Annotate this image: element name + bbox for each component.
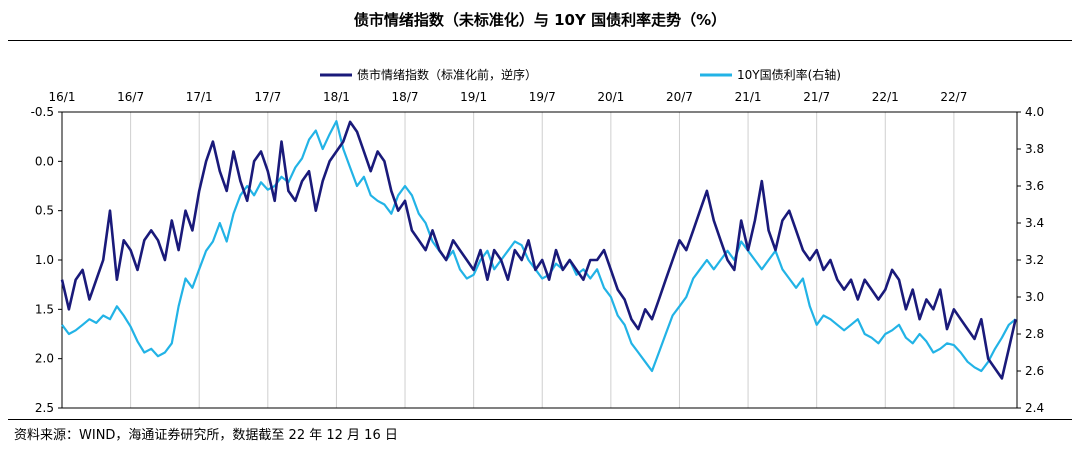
left-tick-label: 0.0 (35, 154, 54, 168)
right-tick-label: 2.6 (1025, 364, 1044, 378)
left-axis-ticks: -0.5 0.0 0.5 1.0 1.5 2.0 2.5 (31, 105, 62, 415)
legend-label-sentiment: 债市情绪指数（标准化前，逆序） (357, 67, 537, 82)
right-tick-label: 3.2 (1025, 253, 1044, 267)
left-tick-label: -0.5 (31, 105, 54, 119)
title-divider (8, 40, 1072, 41)
right-tick-label: 3.8 (1025, 142, 1044, 156)
x-tick-label: 21/1 (735, 90, 762, 104)
x-tick-label: 20/7 (666, 90, 693, 104)
series-lines (60, 120, 1017, 380)
footer-divider (8, 419, 1072, 420)
x-tick-label: 19/7 (529, 90, 556, 104)
series-line-yield (61, 120, 1017, 373)
left-tick-label: 2.0 (35, 352, 54, 366)
source-note: 资料来源：WIND，海通证券研究所，数据截至 22 年 12 月 16 日 (14, 428, 398, 443)
left-tick-label: 1.5 (35, 302, 54, 316)
legend-label-yield: 10Y国债利率(右轴) (737, 67, 841, 82)
x-tick-label: 18/1 (323, 90, 350, 104)
x-axis-ticks: 16/1 16/7 17/1 17/7 18/1 18/7 19/1 19/7 20/1 20/7… (49, 90, 968, 104)
x-tick-label: 20/1 (597, 90, 624, 104)
right-tick-label: 3.6 (1025, 179, 1044, 193)
left-tick-label: 2.5 (35, 401, 54, 415)
x-tick-label: 19/1 (460, 90, 487, 104)
x-tick-label: 17/7 (254, 90, 281, 104)
legend: 债市情绪指数（标准化前，逆序） 10Y国债利率(右轴) (320, 67, 841, 82)
x-tick-label: 17/1 (186, 90, 213, 104)
x-tick-label: 16/7 (117, 90, 144, 104)
x-tick-label: 22/1 (872, 90, 899, 104)
right-tick-label: 4.0 (1025, 105, 1044, 119)
right-tick-label: 3.0 (1025, 290, 1044, 304)
x-tick-label: 21/7 (803, 90, 830, 104)
chart-title: 债市情绪指数（未标准化）与 10Y 国债利率走势（%） (353, 11, 727, 29)
right-tick-label: 3.4 (1025, 216, 1044, 230)
right-axis-ticks: 4.0 3.8 3.6 3.4 3.2 3.0 2.8 2.6 2.4 (1017, 105, 1044, 415)
x-tick-label: 16/1 (49, 90, 76, 104)
x-tick-label: 18/7 (392, 90, 419, 104)
gridlines (61, 112, 955, 408)
right-tick-label: 2.8 (1025, 327, 1044, 341)
left-tick-label: 0.5 (35, 204, 54, 218)
plot-frame (61, 111, 1018, 409)
left-tick-label: 1.0 (35, 253, 54, 267)
series-line-sentiment (60, 120, 1017, 380)
right-tick-label: 2.4 (1025, 401, 1044, 415)
x-tick-label: 22/7 (940, 90, 967, 104)
